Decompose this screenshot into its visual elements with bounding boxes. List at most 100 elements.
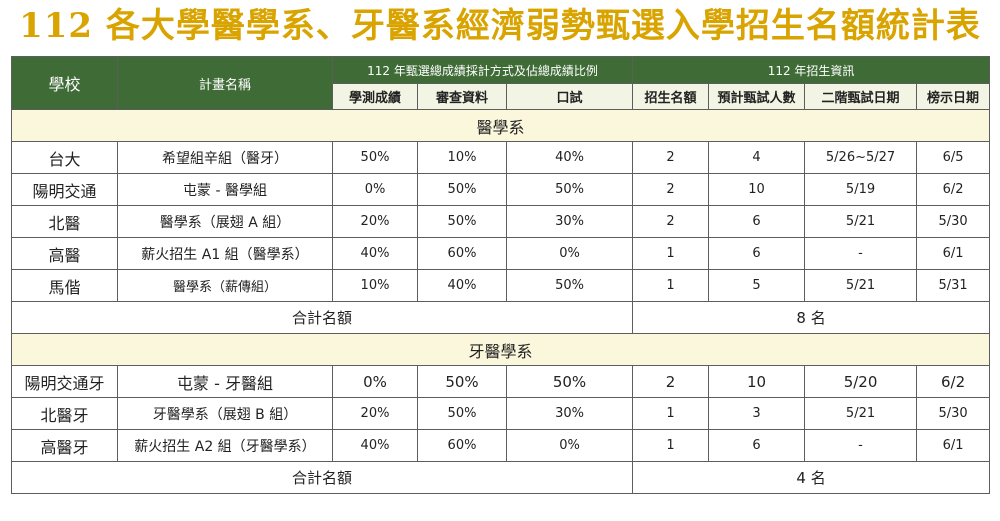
plan-cell: 希望組辛組（醫牙） xyxy=(117,141,333,174)
announce-date-cell: 6/2 xyxy=(916,173,991,206)
gsat-cell: 40% xyxy=(332,237,418,270)
stage2-date-cell: 5/19 xyxy=(804,173,918,206)
review-cell: 10% xyxy=(417,141,507,174)
header-quota: 招生名額 xyxy=(632,83,710,110)
announce-date-cell: 6/2 xyxy=(916,365,991,398)
section-title: 牙醫學系 xyxy=(10,333,991,366)
header-review: 審查資料 xyxy=(417,83,507,110)
interview-cell: 0% xyxy=(505,237,634,270)
quota-cell: 2 xyxy=(632,365,710,398)
expected-cell: 6 xyxy=(708,429,806,462)
review-cell: 60% xyxy=(417,429,507,462)
gsat-cell: 20% xyxy=(332,205,418,238)
school-cell: 高醫牙 xyxy=(11,429,118,462)
plan-cell: 薪火招生 A1 組（醫學系） xyxy=(117,237,333,270)
expected-cell: 5 xyxy=(708,269,806,302)
quota-cell: 2 xyxy=(632,141,710,174)
expected-cell: 3 xyxy=(708,397,806,430)
stage2-date-cell: 5/26~5/27 xyxy=(804,141,918,174)
plan-cell: 屯蒙 - 醫學組 xyxy=(117,173,333,206)
interview-cell: 50% xyxy=(505,173,634,206)
interview-cell: 30% xyxy=(505,397,634,430)
expected-cell: 6 xyxy=(708,237,806,270)
gsat-cell: 20% xyxy=(332,397,418,430)
school-cell: 陽明交通 xyxy=(11,173,118,206)
quota-cell: 1 xyxy=(632,429,710,462)
expected-cell: 4 xyxy=(708,141,806,174)
stage2-date-cell: 5/21 xyxy=(804,205,918,238)
admission-quota-table: 學校 計畫名稱 112 年甄選總成績採計方式及佔總成績比例 112 年招生資訊 … xyxy=(10,56,991,494)
header-announce-date: 榜示日期 xyxy=(916,83,991,110)
table-row: 陽明交通牙 屯蒙 - 牙醫組 0% 50% 50% 2 10 5/20 6/2 xyxy=(11,365,991,398)
gsat-cell: 0% xyxy=(332,173,418,206)
interview-cell: 40% xyxy=(505,141,634,174)
quota-cell: 2 xyxy=(632,173,710,206)
interview-cell: 0% xyxy=(505,429,634,462)
gsat-cell: 40% xyxy=(332,429,418,462)
table-row: 北醫牙 牙醫學系（展翅 B 組） 20% 50% 30% 1 3 5/21 5/… xyxy=(11,397,991,430)
header-ratio-group: 112 年甄選總成績採計方式及佔總成績比例 xyxy=(331,56,634,84)
review-cell: 50% xyxy=(417,397,507,430)
quota-cell: 1 xyxy=(632,397,710,430)
total-row: 合計名額 8 名 xyxy=(10,301,991,334)
interview-cell: 50% xyxy=(505,269,634,302)
table-row: 陽明交通 屯蒙 - 醫學組 0% 50% 50% 2 10 5/19 6/2 xyxy=(11,173,991,206)
table-row: 高醫 薪火招生 A1 組（醫學系） 40% 60% 0% 1 6 - 6/1 xyxy=(11,237,991,270)
expected-cell: 10 xyxy=(708,365,806,398)
total-value: 4 名 xyxy=(632,461,991,494)
quota-cell: 2 xyxy=(632,205,710,238)
school-cell: 高醫 xyxy=(11,237,118,270)
school-cell: 馬偕 xyxy=(11,269,118,302)
review-cell: 60% xyxy=(417,237,507,270)
gsat-cell: 0% xyxy=(332,365,418,398)
announce-date-cell: 5/31 xyxy=(916,269,991,302)
quota-cell: 1 xyxy=(632,269,710,302)
stage2-date-cell: - xyxy=(804,429,918,462)
announce-date-cell: 5/30 xyxy=(916,397,991,430)
header-gsat: 學測成績 xyxy=(332,83,418,110)
school-cell: 台大 xyxy=(11,141,118,174)
announce-date-cell: 6/1 xyxy=(916,429,991,462)
section-row: 牙醫學系 xyxy=(10,333,991,366)
plan-cell: 醫學系（展翅 A 組） xyxy=(117,205,333,238)
total-value: 8 名 xyxy=(632,301,991,334)
announce-date-cell: 6/1 xyxy=(916,237,991,270)
stage2-date-cell: - xyxy=(804,237,918,270)
section-row: 醫學系 xyxy=(10,109,991,142)
header-expected: 預計甄試人數 xyxy=(708,83,806,110)
total-label: 合計名額 xyxy=(10,461,634,494)
expected-cell: 6 xyxy=(708,205,806,238)
table-row: 高醫牙 薪火招生 A2 組（牙醫學系） 40% 60% 0% 1 6 - 6/1 xyxy=(11,429,991,462)
page-title: 112 各大學醫學系、牙醫系經濟弱勢甄選入學招生名額統計表 xyxy=(19,6,981,46)
table-row: 北醫 醫學系（展翅 A 組） 20% 50% 30% 2 6 5/21 5/30 xyxy=(11,205,991,238)
total-label: 合計名額 xyxy=(10,301,634,334)
table-row: 台大 希望組辛組（醫牙） 50% 10% 40% 2 4 5/26~5/27 6… xyxy=(11,141,991,174)
header-school: 學校 xyxy=(11,56,118,110)
plan-cell: 醫學系（薪傳組） xyxy=(117,269,333,302)
interview-cell: 30% xyxy=(505,205,634,238)
header-info-group: 112 年招生資訊 xyxy=(632,56,991,84)
header-interview: 口試 xyxy=(505,83,634,110)
announce-date-cell: 6/5 xyxy=(916,141,991,174)
gsat-cell: 10% xyxy=(332,269,418,302)
table-row: 馬偕 醫學系（薪傳組） 10% 40% 50% 1 5 5/21 5/31 xyxy=(11,269,991,302)
announce-date-cell: 5/30 xyxy=(916,205,991,238)
header-plan: 計畫名稱 xyxy=(117,56,333,110)
stage2-date-cell: 5/21 xyxy=(804,269,918,302)
plan-cell: 屯蒙 - 牙醫組 xyxy=(117,365,333,398)
section-title: 醫學系 xyxy=(10,109,991,142)
header-stage2-date: 二階甄試日期 xyxy=(804,83,918,110)
school-cell: 北醫牙 xyxy=(11,397,118,430)
gsat-cell: 50% xyxy=(332,141,418,174)
review-cell: 40% xyxy=(417,269,507,302)
review-cell: 50% xyxy=(417,173,507,206)
school-cell: 陽明交通牙 xyxy=(11,365,118,398)
review-cell: 50% xyxy=(417,365,507,398)
interview-cell: 50% xyxy=(505,365,634,398)
review-cell: 50% xyxy=(417,205,507,238)
total-row: 合計名額 4 名 xyxy=(10,461,991,494)
plan-cell: 牙醫學系（展翅 B 組） xyxy=(117,397,333,430)
plan-cell: 薪火招生 A2 組（牙醫學系） xyxy=(117,429,333,462)
school-cell: 北醫 xyxy=(11,205,118,238)
quota-cell: 1 xyxy=(632,237,710,270)
